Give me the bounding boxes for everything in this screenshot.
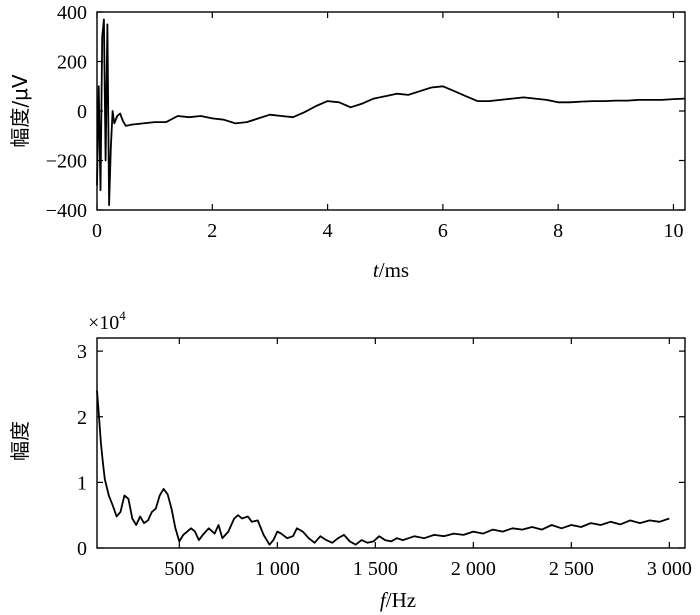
frequency-x-tick-label: 1 000 xyxy=(255,558,300,580)
time-y-axis-label: 幅度/μV xyxy=(8,74,32,147)
time-y-tick-label: −400 xyxy=(46,200,87,222)
frequency-x-tick-label: 1 500 xyxy=(353,558,398,580)
frequency-axis-ticks: 500 1 000 1 500 2 000 2 500 3 000 0 1 2 3 xyxy=(77,338,692,580)
time-x-tick-label: 4 xyxy=(323,220,333,242)
multiplier-exponent: 4 xyxy=(119,308,126,323)
time-x-tick-label: 2 xyxy=(207,220,217,242)
time-x-axis-unit: /ms xyxy=(379,258,409,282)
time-series-group xyxy=(96,18,686,207)
frequency-x-tick-label: 3 000 xyxy=(647,558,692,580)
multiplier-base: ×10 xyxy=(88,312,119,334)
frequency-y-tick-label: 0 xyxy=(77,538,87,560)
frequency-x-tick-label: 2 500 xyxy=(549,558,594,580)
time-y-tick-label: −200 xyxy=(46,151,87,173)
frequency-x-axis-var: f xyxy=(380,588,389,612)
time-x-tick-label: 10 xyxy=(663,220,683,242)
frequency-x-axis-unit: /Hz xyxy=(386,588,416,612)
time-y-tick-label: 200 xyxy=(57,52,87,74)
time-x-tick-label: 8 xyxy=(553,220,563,242)
frequency-x-axis-label: f/Hz xyxy=(380,588,416,612)
time-y-tick-label: 400 xyxy=(57,2,87,24)
y-axis-multiplier: ×104 xyxy=(88,308,126,334)
frequency-y-tick-label: 1 xyxy=(77,472,87,494)
time-domain-chart: 0 2 4 6 8 10 400 200 0 −200 −400 t/ms 幅度/μV xyxy=(8,2,686,282)
time-plot-frame xyxy=(96,11,686,211)
frequency-x-tick-label: 500 xyxy=(164,558,194,580)
time-x-tick-label: 0 xyxy=(92,220,102,242)
time-x-tick-label: 6 xyxy=(438,220,448,242)
frequency-plot-frame xyxy=(96,337,686,549)
frequency-y-tick-label: 3 xyxy=(77,341,87,363)
frequency-series-group xyxy=(96,390,670,546)
time-y-tick-label: 0 xyxy=(77,101,87,123)
frequency-series-line xyxy=(96,390,670,546)
time-axis-ticks: 0 2 4 6 8 10 400 200 0 −200 −400 xyxy=(46,2,685,242)
time-x-axis-label: t/ms xyxy=(373,258,409,282)
frequency-y-axis-label: 幅度 xyxy=(8,421,32,461)
time-x-axis-var: t xyxy=(373,258,380,282)
time-series-line xyxy=(96,18,686,207)
frequency-y-tick-label: 2 xyxy=(77,407,87,429)
frequency-domain-chart: ×104 500 1 000 1 500 2 000 2 500 3 000 0 1 2 3 f/… xyxy=(8,308,692,612)
frequency-x-tick-label: 2 000 xyxy=(451,558,496,580)
